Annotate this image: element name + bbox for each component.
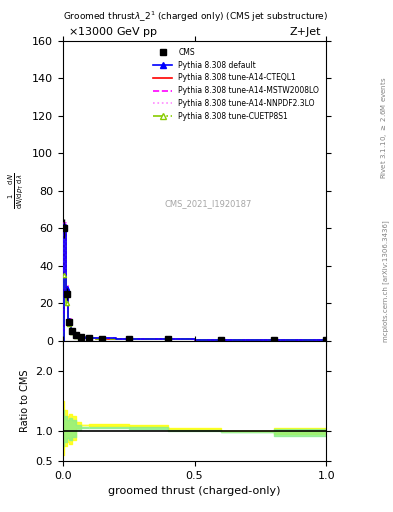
- Legend: CMS, Pythia 8.308 default, Pythia 8.308 tune-A14-CTEQL1, Pythia 8.308 tune-A14-M: CMS, Pythia 8.308 default, Pythia 8.308 …: [150, 45, 322, 124]
- Text: Groomed thrust$\lambda\_2^1$ (charged only) (CMS jet substructure): Groomed thrust$\lambda\_2^1$ (charged on…: [63, 10, 328, 24]
- Text: mcplots.cern.ch [arXiv:1306.3436]: mcplots.cern.ch [arXiv:1306.3436]: [382, 221, 389, 343]
- Y-axis label: $\frac{1}{\mathrm{d}N / \mathrm{d}p_\mathrm{T}} \frac{\mathrm{d}N}{\mathrm{d}\la: $\frac{1}{\mathrm{d}N / \mathrm{d}p_\mat…: [7, 173, 26, 209]
- X-axis label: groomed thrust (charged-only): groomed thrust (charged-only): [108, 486, 281, 496]
- Y-axis label: Ratio to CMS: Ratio to CMS: [20, 370, 30, 432]
- Text: Z+Jet: Z+Jet: [289, 27, 321, 37]
- Text: $\times$13000 GeV pp: $\times$13000 GeV pp: [68, 25, 158, 39]
- Text: Rivet 3.1.10, $\geq$ 2.6M events: Rivet 3.1.10, $\geq$ 2.6M events: [379, 77, 389, 179]
- Text: CMS_2021_I1920187: CMS_2021_I1920187: [164, 199, 252, 208]
